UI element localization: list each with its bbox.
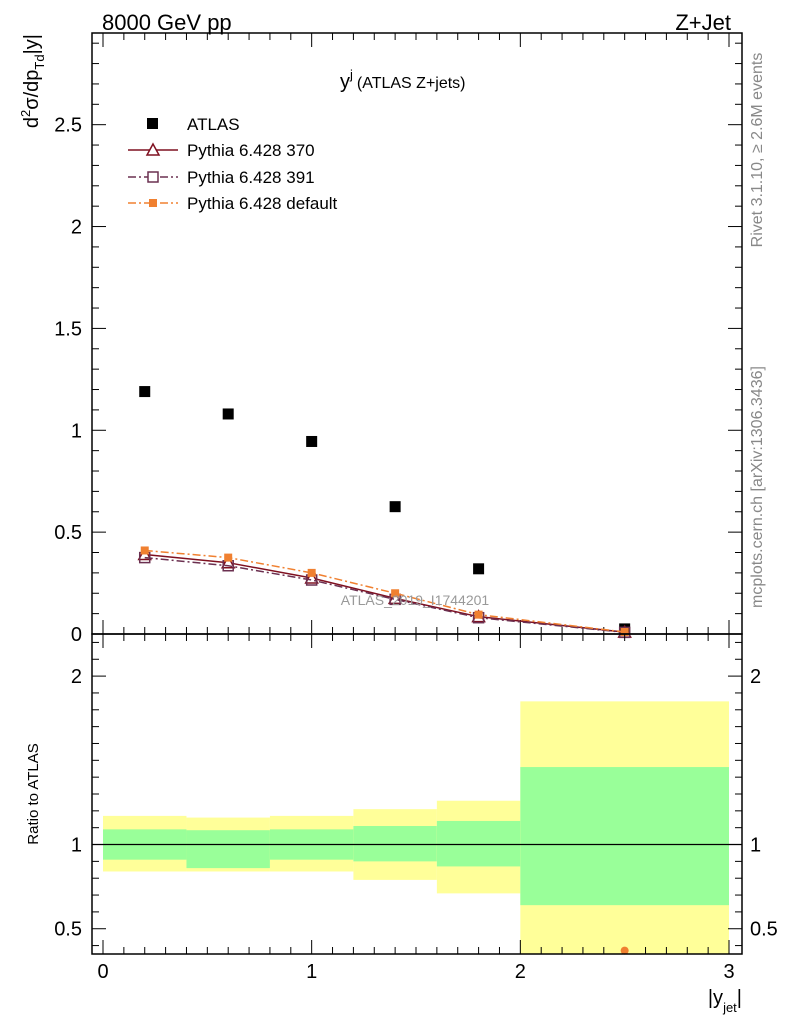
main-ylabel: d2σ/dpTd|y|	[18, 34, 47, 128]
data-point-default	[140, 546, 149, 555]
main-ylabel-end: |y|	[21, 34, 43, 54]
legend-marker-atlas	[147, 118, 158, 129]
header-left: 8000 GeV pp	[102, 10, 232, 35]
data-point-atlas	[473, 563, 485, 575]
ratio-point	[620, 946, 629, 955]
plot-title: yj (ATLAS Z+jets)	[340, 67, 466, 93]
ratio-band-inner	[436, 820, 521, 867]
ratio-y-tick-label-right: 2	[750, 666, 761, 688]
main-y-tick-label: 1	[71, 420, 82, 442]
ratio-ylabel: Ratio to ATLAS	[25, 743, 42, 844]
main-series-layer	[137, 386, 632, 639]
main-ylabel-sup: 2	[18, 110, 33, 117]
legend-entry-370: Pythia 6.428 370	[128, 141, 315, 160]
data-point-default	[474, 610, 483, 619]
main-y-tick-label: 0	[71, 624, 82, 646]
series-line-2	[144, 556, 625, 634]
header-right: Z+Jet	[675, 10, 731, 35]
data-point-atlas	[306, 435, 318, 447]
ratio-xlabel-main: |y	[708, 987, 723, 1009]
legend-marker-391	[147, 171, 159, 183]
ratio-xlabel-sub: jet	[722, 1000, 737, 1015]
ratio-y-tick-label: 2	[71, 666, 82, 688]
plot-title-suffix: (ATLAS Z+jets)	[357, 75, 466, 92]
legend-entry-default: Pythia 6.428 default	[128, 194, 338, 213]
ratio-panel: 0.5 0.5 1 1 2 2 0 1 2 3 Ratio to ATLAS |yjet|	[25, 633, 778, 1015]
legend-label-370: Pythia 6.428 370	[187, 141, 315, 160]
ratio-band-inner	[353, 826, 437, 862]
main-ylabel-sub: Td	[32, 54, 47, 69]
main-ylabel-d: d	[21, 117, 43, 128]
data-point-default	[391, 589, 400, 598]
main-ylabel-mid: σ/dp	[21, 70, 43, 110]
data-point-default	[224, 553, 233, 562]
legend-marker-370	[145, 142, 161, 156]
ratio-x-tick-label: 0	[97, 961, 108, 983]
legend-entry-atlas: ATLAS	[147, 115, 240, 134]
legend-label-391: Pythia 6.428 391	[187, 168, 315, 187]
rivet-label: Rivet 3.1.10, ≥ 2.6M events	[749, 53, 766, 248]
ratio-y-tick-label: 0.5	[54, 919, 82, 941]
data-point-default	[307, 568, 316, 577]
series-line-1	[144, 553, 625, 633]
ratio-band-inner	[186, 830, 270, 869]
legend-entry-391: Pythia 6.428 391	[128, 168, 315, 187]
ratio-x-tick-label: 1	[306, 961, 317, 983]
data-point-atlas	[139, 386, 151, 398]
ratio-xlabel-end: |	[737, 987, 742, 1009]
main-panel: 0 0.5 1 1.5 2 2.5 yj (ATLAS Z+jets) ATLAS_2019…	[18, 32, 743, 646]
plot-title-sup: j	[349, 67, 353, 82]
legend-label-atlas: ATLAS	[187, 115, 240, 134]
main-axis-ticks: 0 0.5 1 1.5 2 2.5	[54, 33, 742, 646]
ratio-band-inner	[520, 767, 729, 906]
ratio-y-tick-label: 1	[71, 835, 82, 857]
legend: ATLAS Pythia 6.428 370 Pythia 6.428 391 …	[128, 115, 338, 213]
ratio-y-tick-label-right: 0.5	[750, 919, 778, 941]
data-point-atlas	[389, 501, 401, 513]
data-point-atlas	[222, 408, 234, 420]
main-y-tick-label: 2.5	[54, 115, 82, 137]
series-line-3	[144, 549, 625, 633]
legend-marker-default	[149, 199, 157, 207]
ratio-x-tick-label: 2	[515, 961, 526, 983]
ratio-bands	[92, 701, 742, 954]
data-point-default	[620, 627, 629, 636]
analysis-watermark: ATLAS_2019_I1744201	[341, 592, 490, 608]
main-y-tick-label: 0.5	[54, 522, 82, 544]
ratio-x-tick-label: 3	[723, 961, 734, 983]
ratio-frame	[91, 633, 743, 955]
plot-title-main: y	[340, 71, 350, 93]
ratio-series-layer	[620, 946, 629, 955]
legend-label-default: Pythia 6.428 default	[187, 194, 338, 213]
ratio-xlabel: |yjet|	[708, 987, 742, 1015]
mcplots-label: mcplots.cern.ch [arXiv:1306.3436]	[749, 366, 766, 608]
main-y-tick-label: 2	[71, 217, 82, 239]
main-y-tick-label: 1.5	[54, 318, 82, 340]
ratio-y-tick-label-right: 1	[750, 835, 761, 857]
ratio-axis-ticks: 0.5 0.5 1 1 2 2 0 1 2 3	[54, 634, 778, 983]
